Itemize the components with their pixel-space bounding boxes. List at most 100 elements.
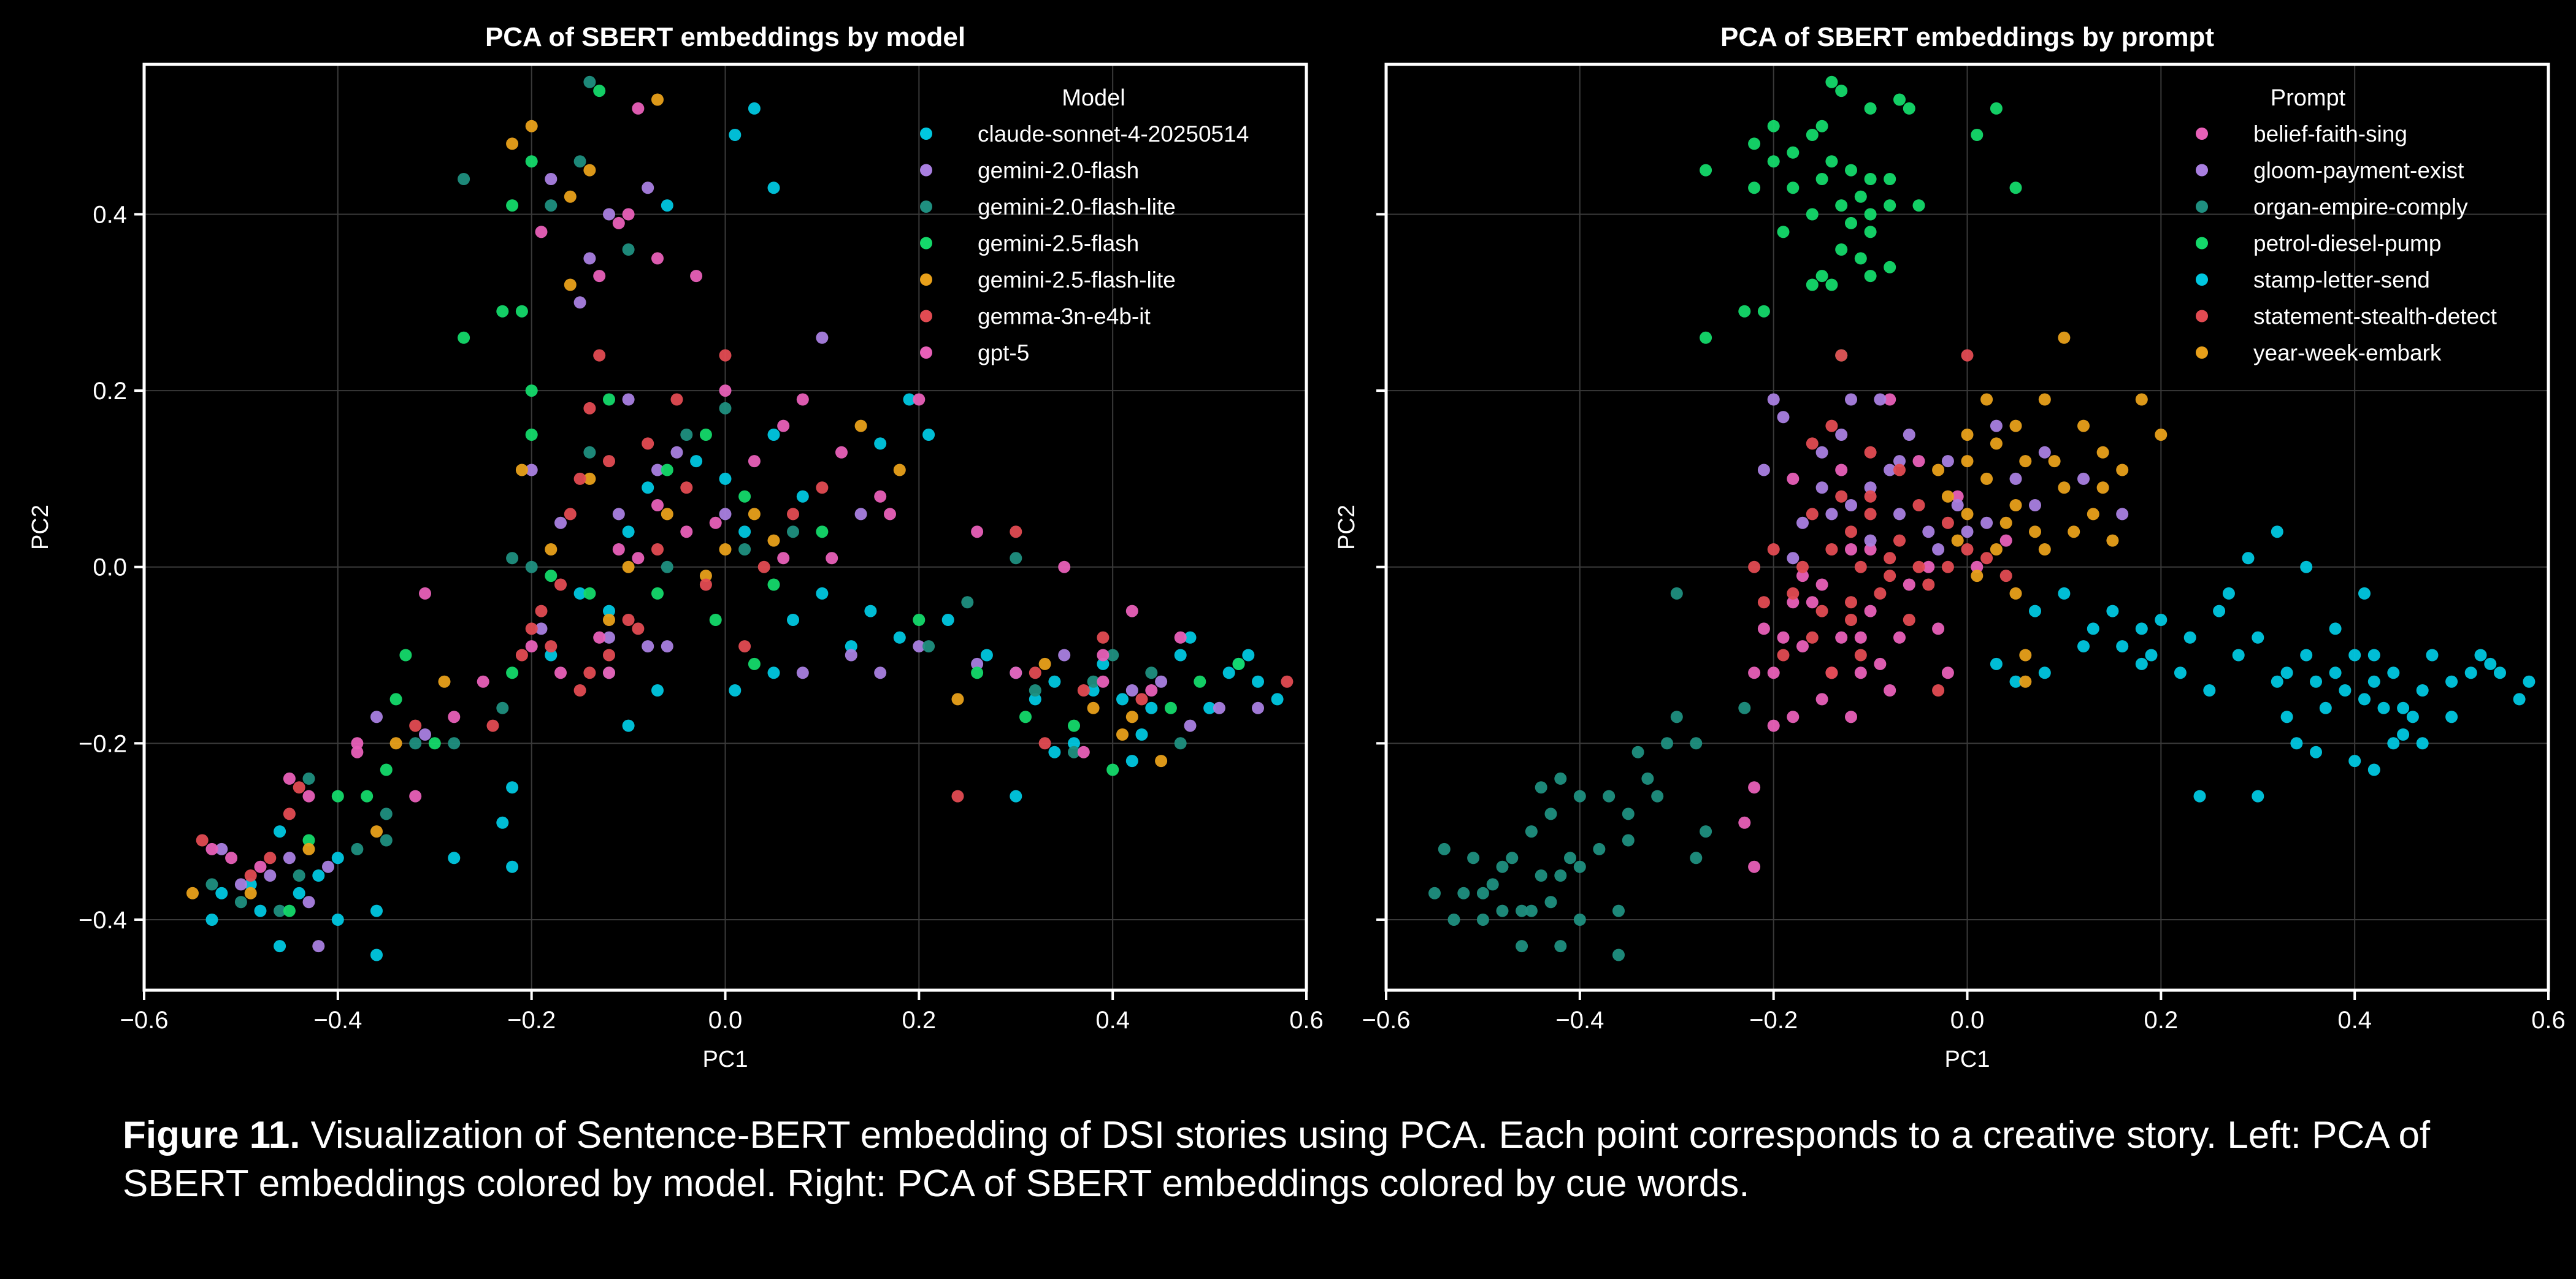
data-point xyxy=(2416,684,2429,697)
data-point xyxy=(612,508,625,521)
x-tick-label: 0.4 xyxy=(2337,1007,2372,1034)
data-point xyxy=(796,393,809,406)
y-tick-label: −0.4 xyxy=(79,907,127,934)
chart-title: PCA of SBERT embeddings by model xyxy=(485,22,965,52)
data-point xyxy=(351,746,364,758)
data-point xyxy=(1213,701,1225,714)
data-point xyxy=(283,852,296,865)
data-point xyxy=(1019,711,1032,723)
data-point xyxy=(1961,455,1974,468)
data-point xyxy=(1564,852,1576,865)
data-point xyxy=(941,614,954,626)
data-point xyxy=(525,155,538,168)
data-point xyxy=(1087,675,1100,688)
data-point xyxy=(1835,199,1848,212)
data-point xyxy=(1854,252,1867,265)
y-tick-label: 0.2 xyxy=(93,378,127,405)
data-point xyxy=(186,887,199,899)
data-point xyxy=(1884,464,1896,476)
data-point xyxy=(525,640,538,653)
legend-label: gemini-2.5-flash-lite xyxy=(978,267,1176,292)
data-point xyxy=(583,75,596,88)
data-point xyxy=(2213,605,2226,617)
data-point xyxy=(661,508,673,521)
data-point xyxy=(2300,560,2313,573)
data-point xyxy=(2290,737,2303,750)
data-point xyxy=(2367,675,2380,688)
data-point xyxy=(1125,684,1138,697)
data-point xyxy=(506,137,519,150)
data-point xyxy=(951,693,964,706)
data-point xyxy=(1573,790,1586,803)
data-point xyxy=(302,834,315,847)
legend-marker xyxy=(920,237,932,250)
data-point xyxy=(1748,137,1761,150)
data-point xyxy=(2009,675,2022,688)
data-point xyxy=(1971,560,1984,573)
data-point xyxy=(1815,120,1828,132)
data-point xyxy=(1845,711,1857,723)
data-point xyxy=(274,940,286,953)
data-point xyxy=(699,429,712,441)
data-point xyxy=(2484,657,2497,670)
data-point xyxy=(787,525,799,538)
data-point xyxy=(573,684,586,697)
data-point xyxy=(1951,499,1964,511)
data-point xyxy=(1806,437,1819,450)
data-point xyxy=(1884,552,1896,565)
data-point xyxy=(1845,164,1857,177)
data-point xyxy=(302,896,315,909)
data-point xyxy=(767,181,780,194)
data-point xyxy=(1932,684,1945,697)
data-point xyxy=(1476,914,1489,926)
legend-marker xyxy=(920,273,932,286)
data-point xyxy=(205,914,218,926)
data-point xyxy=(496,701,509,714)
data-point xyxy=(632,552,645,565)
data-point xyxy=(1010,790,1022,803)
data-point xyxy=(1815,578,1828,591)
data-point xyxy=(1932,464,1945,476)
data-point xyxy=(1068,719,1080,732)
data-point xyxy=(2009,499,2022,511)
data-point xyxy=(525,429,538,441)
data-point xyxy=(351,737,364,750)
data-point xyxy=(1845,525,1857,538)
data-point xyxy=(1825,278,1838,291)
data-point xyxy=(370,825,383,838)
data-point xyxy=(787,614,799,626)
data-point xyxy=(458,331,470,344)
data-point xyxy=(2387,666,2400,679)
data-point xyxy=(622,719,635,732)
data-point xyxy=(1864,208,1877,221)
data-point xyxy=(264,852,277,865)
legend-label: gemini-2.0-flash xyxy=(978,158,1139,183)
x-tick-label: 0.0 xyxy=(708,1007,743,1034)
data-point xyxy=(205,842,218,855)
data-point xyxy=(274,825,286,838)
y-tick-label: −0.2 xyxy=(79,730,127,757)
data-point xyxy=(2096,446,2109,459)
data-point xyxy=(1690,852,1703,865)
series-gemini-2.0-flash xyxy=(215,173,1264,953)
data-point xyxy=(399,649,412,662)
data-point xyxy=(1184,719,1197,732)
data-point xyxy=(1203,701,1216,714)
data-point xyxy=(2252,790,2264,803)
legend-label: gloom-payment-exist xyxy=(2253,158,2464,183)
data-point xyxy=(2474,649,2487,662)
data-point xyxy=(1835,429,1848,441)
data-point xyxy=(293,887,305,899)
data-point xyxy=(1058,649,1071,662)
data-point xyxy=(583,252,596,265)
data-point xyxy=(922,640,935,653)
data-point xyxy=(2367,763,2380,776)
data-point xyxy=(2009,587,2022,600)
legend-marker xyxy=(2196,346,2208,359)
data-point xyxy=(874,666,887,679)
data-point xyxy=(1796,516,1809,529)
data-point xyxy=(1884,684,1896,697)
data-point xyxy=(274,904,286,917)
data-point xyxy=(1097,675,1110,688)
